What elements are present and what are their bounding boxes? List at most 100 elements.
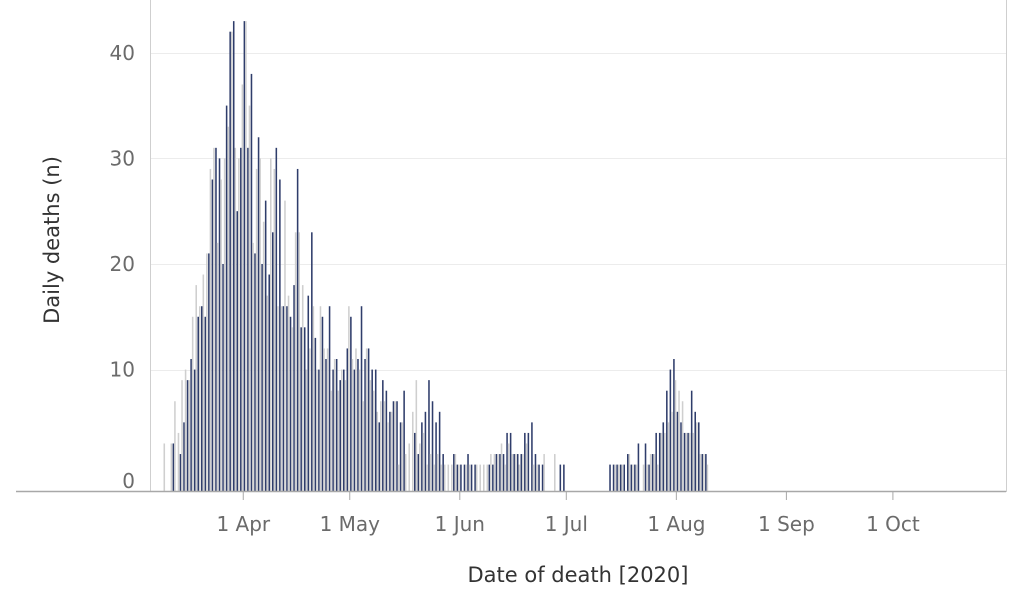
bar bbox=[559, 464, 562, 491]
bar bbox=[536, 464, 538, 491]
bar bbox=[364, 359, 366, 491]
bar bbox=[664, 432, 666, 491]
bar bbox=[692, 432, 694, 491]
bar bbox=[506, 432, 508, 491]
bar bbox=[442, 454, 444, 491]
bar bbox=[637, 443, 640, 491]
bar bbox=[507, 443, 510, 491]
bar bbox=[272, 232, 274, 492]
bar bbox=[538, 464, 540, 491]
bar bbox=[296, 168, 299, 491]
bar bbox=[303, 327, 306, 491]
bar bbox=[688, 432, 691, 491]
bar bbox=[479, 464, 481, 491]
bar bbox=[360, 306, 363, 491]
y-tick-label: 40 bbox=[110, 41, 135, 65]
bar bbox=[470, 464, 473, 491]
bar bbox=[474, 464, 476, 491]
bar bbox=[644, 443, 647, 491]
bar bbox=[183, 422, 185, 491]
bar bbox=[514, 454, 517, 491]
bar bbox=[646, 464, 648, 491]
x-tick-label: 1 Sep bbox=[758, 512, 815, 536]
bar bbox=[541, 464, 544, 491]
bar bbox=[534, 454, 537, 491]
bar bbox=[365, 348, 368, 491]
bar bbox=[390, 411, 393, 491]
bar bbox=[632, 464, 634, 491]
x-tick-label: 1 Jul bbox=[545, 512, 588, 536]
bar bbox=[294, 232, 297, 492]
x-axis-ticks bbox=[242, 492, 894, 500]
bar bbox=[399, 422, 402, 491]
bar bbox=[220, 179, 222, 491]
bar bbox=[509, 432, 512, 491]
bar bbox=[649, 454, 652, 491]
bar bbox=[460, 464, 462, 491]
bar bbox=[215, 147, 217, 491]
bar bbox=[617, 464, 620, 491]
y-axis-title: Daily deaths (n) bbox=[40, 156, 64, 324]
bar bbox=[312, 306, 315, 491]
bar bbox=[234, 147, 237, 491]
bar bbox=[513, 454, 515, 491]
bar bbox=[343, 369, 345, 491]
y-tick-label: 30 bbox=[110, 146, 135, 170]
bar bbox=[685, 432, 687, 491]
bar bbox=[199, 306, 201, 491]
bar bbox=[658, 432, 661, 491]
bar bbox=[282, 306, 285, 491]
bar bbox=[467, 454, 469, 491]
bar bbox=[394, 401, 396, 491]
bar bbox=[358, 369, 361, 491]
bar bbox=[372, 390, 375, 491]
bar bbox=[383, 401, 386, 491]
x-tick-label: 1 May bbox=[320, 512, 381, 536]
bar bbox=[619, 464, 622, 491]
bar bbox=[414, 432, 416, 491]
bar bbox=[525, 443, 528, 491]
y-axis-tick-labels: 0 10 20 30 40 bbox=[110, 41, 135, 493]
bar bbox=[287, 295, 290, 491]
bar bbox=[325, 359, 327, 491]
bar bbox=[516, 454, 519, 491]
bar bbox=[687, 432, 689, 491]
bar bbox=[243, 21, 246, 492]
bar bbox=[666, 390, 668, 491]
bar bbox=[404, 454, 407, 491]
bar bbox=[408, 443, 410, 491]
bar bbox=[181, 380, 183, 491]
bar bbox=[694, 411, 696, 491]
bar bbox=[417, 454, 420, 491]
bar bbox=[389, 411, 391, 491]
bar bbox=[371, 369, 373, 491]
bar bbox=[453, 454, 455, 491]
bar bbox=[690, 390, 693, 491]
x-tick-label: 1 Jun bbox=[435, 512, 485, 536]
bar bbox=[374, 369, 377, 491]
bar bbox=[346, 348, 349, 491]
bar bbox=[262, 221, 265, 492]
bar bbox=[351, 359, 354, 491]
bar bbox=[204, 316, 207, 491]
bar bbox=[429, 454, 432, 491]
bar bbox=[705, 454, 707, 491]
bar bbox=[229, 31, 231, 492]
bar bbox=[252, 242, 254, 491]
bar bbox=[563, 464, 565, 491]
bar bbox=[431, 401, 434, 491]
bar bbox=[314, 337, 317, 491]
bar bbox=[531, 422, 533, 491]
bar bbox=[468, 464, 471, 491]
bar bbox=[280, 306, 283, 491]
x-axis-title: Date of death [2020] bbox=[468, 563, 689, 587]
bar bbox=[642, 464, 645, 491]
bar bbox=[419, 443, 421, 491]
bar bbox=[225, 105, 228, 491]
bar bbox=[186, 380, 189, 491]
bar bbox=[673, 359, 675, 491]
bar bbox=[518, 464, 521, 491]
bar bbox=[651, 454, 654, 491]
bar bbox=[201, 306, 203, 491]
